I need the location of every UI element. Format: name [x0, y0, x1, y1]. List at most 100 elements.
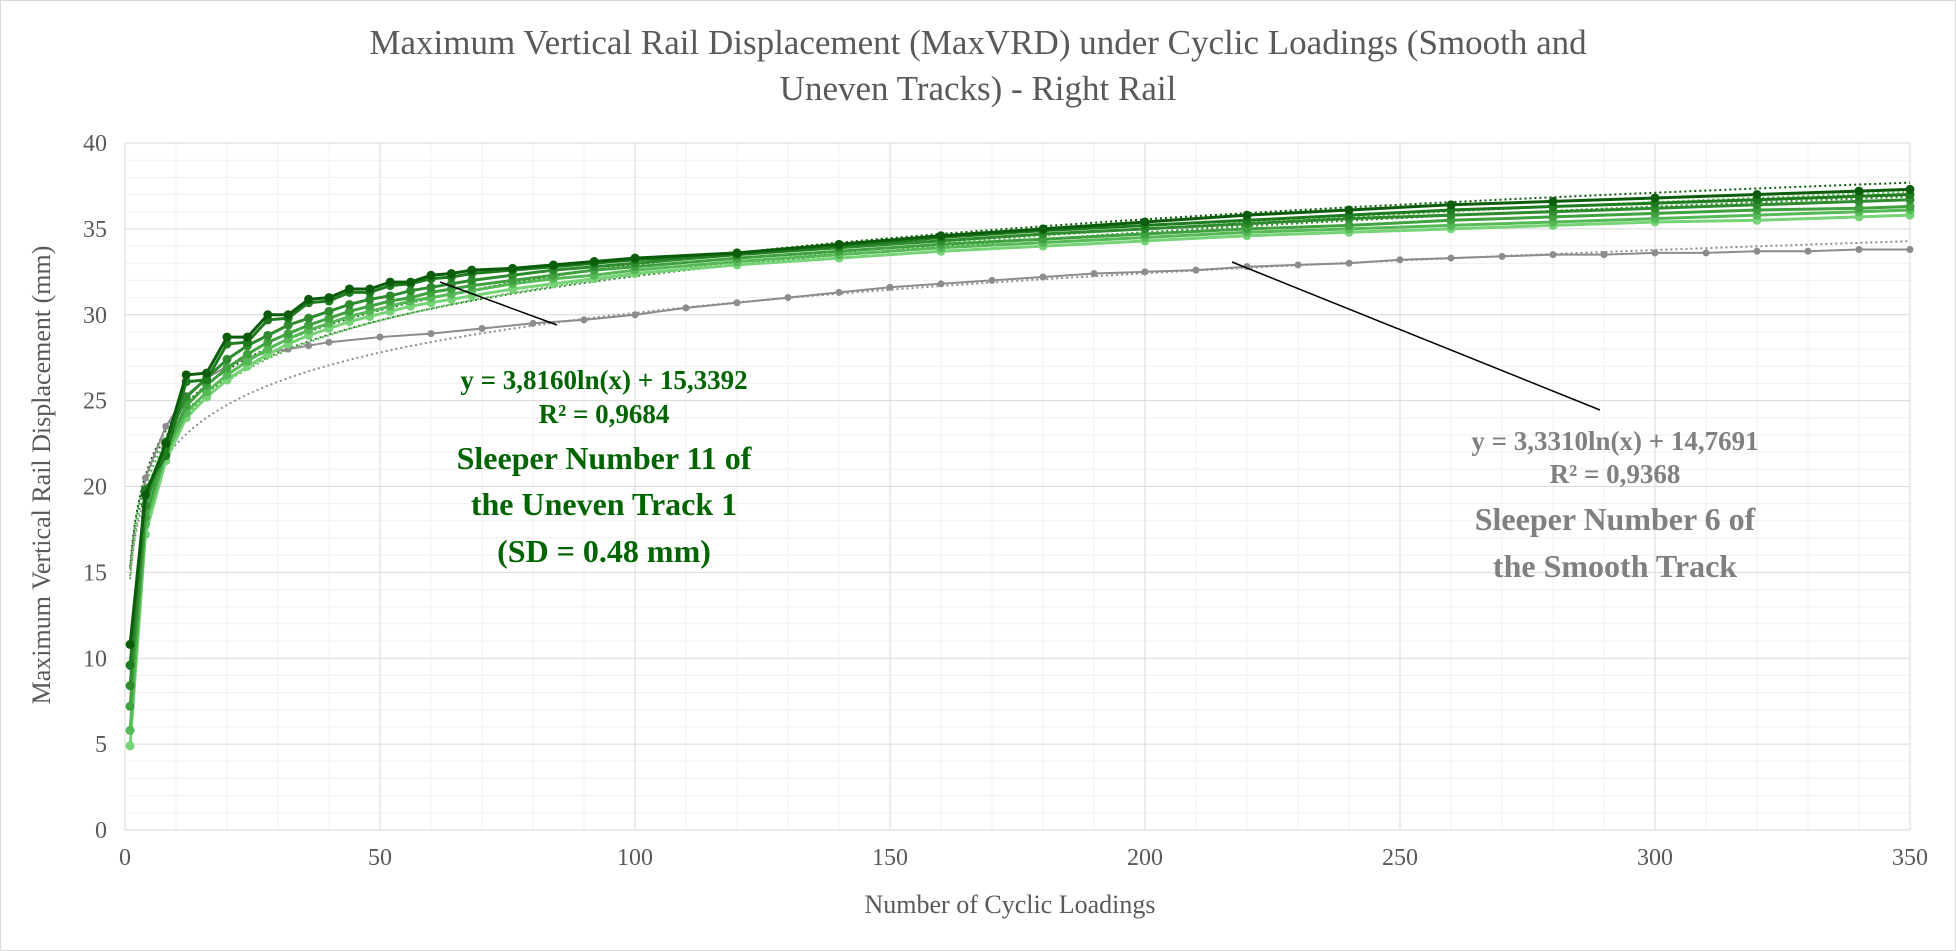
chart-title-line-2: Uneven Tracks) - Right Rail — [779, 69, 1177, 108]
data-point — [1905, 202, 1915, 212]
x-tick-label: 0 — [119, 845, 131, 871]
y-tick-label: 35 — [83, 217, 107, 243]
data-point — [242, 349, 252, 359]
data-point — [733, 299, 741, 307]
data-point — [1548, 196, 1558, 206]
y-tick-label: 30 — [83, 303, 107, 329]
y-tick-label: 5 — [95, 732, 107, 758]
data-point — [125, 640, 135, 650]
data-point — [478, 324, 486, 332]
data-point — [222, 332, 232, 342]
data-point — [1192, 266, 1200, 274]
data-point — [937, 280, 945, 288]
data-point — [324, 306, 334, 316]
x-tick-label: 250 — [1382, 845, 1418, 871]
data-point — [1396, 256, 1404, 264]
chart-title-line-1: Maximum Vertical Rail Displacement (MaxV… — [369, 23, 1587, 62]
data-point — [161, 439, 171, 449]
gray-label-2: the Smooth Track — [1493, 548, 1737, 584]
green-leader-line — [439, 281, 558, 326]
x-axis-title: Number of Cyclic Loadings — [865, 890, 1156, 919]
data-point — [365, 294, 375, 304]
data-point — [202, 387, 212, 397]
data-point — [508, 263, 518, 273]
data-point — [1446, 200, 1456, 210]
x-tick-label: 300 — [1637, 845, 1673, 871]
data-point — [682, 304, 690, 312]
green-label-1: Sleeper Number 11 of — [457, 440, 752, 476]
green-equation: y = 3,8160ln(x) + 15,3392 — [460, 365, 747, 395]
y-tick-label: 15 — [83, 560, 107, 586]
data-point — [263, 337, 273, 347]
data-point — [1804, 247, 1812, 255]
data-point — [467, 265, 477, 275]
gray-leader-line — [1231, 261, 1601, 411]
x-tick-label: 350 — [1892, 845, 1928, 871]
data-point — [304, 320, 314, 330]
data-point — [1753, 247, 1761, 255]
data-point — [202, 368, 212, 378]
data-point — [263, 330, 273, 340]
data-point — [732, 248, 742, 258]
data-point — [886, 283, 894, 291]
green-r2: R² = 0,9684 — [539, 399, 670, 429]
data-point — [140, 490, 150, 500]
tick-labels: 0 50 100 150 200 250 300 350 0 5 10 15 20 25 30 35 40 — [83, 131, 1928, 871]
data-point — [1905, 184, 1915, 194]
data-point — [426, 270, 436, 280]
data-point — [242, 356, 252, 366]
data-point — [1447, 254, 1455, 262]
data-point — [242, 332, 252, 342]
data-point — [385, 277, 395, 287]
data-point — [344, 299, 354, 309]
data-point — [835, 288, 843, 296]
data-point — [222, 370, 232, 380]
data-point — [1651, 249, 1659, 257]
series-0 — [125, 184, 1915, 650]
data-point — [1141, 268, 1149, 276]
gray-equation: y = 3,3310ln(x) + 14,7691 — [1471, 426, 1758, 456]
data-point — [548, 260, 558, 270]
x-tick-label: 100 — [617, 845, 653, 871]
data-point — [325, 338, 333, 346]
data-point — [589, 257, 599, 267]
data-point — [344, 284, 354, 294]
data-point — [141, 474, 149, 482]
data-point — [988, 276, 996, 284]
x-tick-label: 50 — [368, 845, 392, 871]
data-point — [125, 681, 135, 691]
data-point — [1702, 249, 1710, 257]
data-point — [324, 313, 334, 323]
data-point — [1855, 245, 1863, 253]
y-tick-label: 20 — [83, 475, 107, 501]
data-point — [427, 330, 435, 338]
data-point — [162, 422, 170, 430]
data-point — [222, 354, 232, 364]
data-point — [1294, 261, 1302, 269]
data-point — [580, 316, 588, 324]
data-point — [222, 363, 232, 373]
data-point — [1090, 270, 1098, 278]
data-point — [304, 294, 314, 304]
data-point — [936, 231, 946, 241]
data-point — [365, 284, 375, 294]
data-point — [125, 660, 135, 670]
y-tick-label: 25 — [83, 389, 107, 415]
data-point — [305, 342, 313, 350]
data-point — [344, 306, 354, 316]
data-point — [1854, 203, 1864, 213]
data-point — [529, 319, 537, 327]
data-point — [385, 291, 395, 301]
gray-label-1: Sleeper Number 6 of — [1475, 501, 1756, 537]
data-series — [125, 184, 1915, 751]
chart-title: Maximum Vertical Rail Displacement (MaxV… — [0, 20, 1956, 112]
data-point — [406, 286, 416, 296]
data-point — [467, 275, 477, 285]
green-label-3: (SD = 0.48 mm) — [497, 533, 711, 569]
data-point — [125, 725, 135, 735]
data-point — [283, 320, 293, 330]
x-tick-label: 150 — [872, 845, 908, 871]
data-point — [202, 375, 212, 385]
green-label-2: the Uneven Track 1 — [471, 486, 737, 522]
